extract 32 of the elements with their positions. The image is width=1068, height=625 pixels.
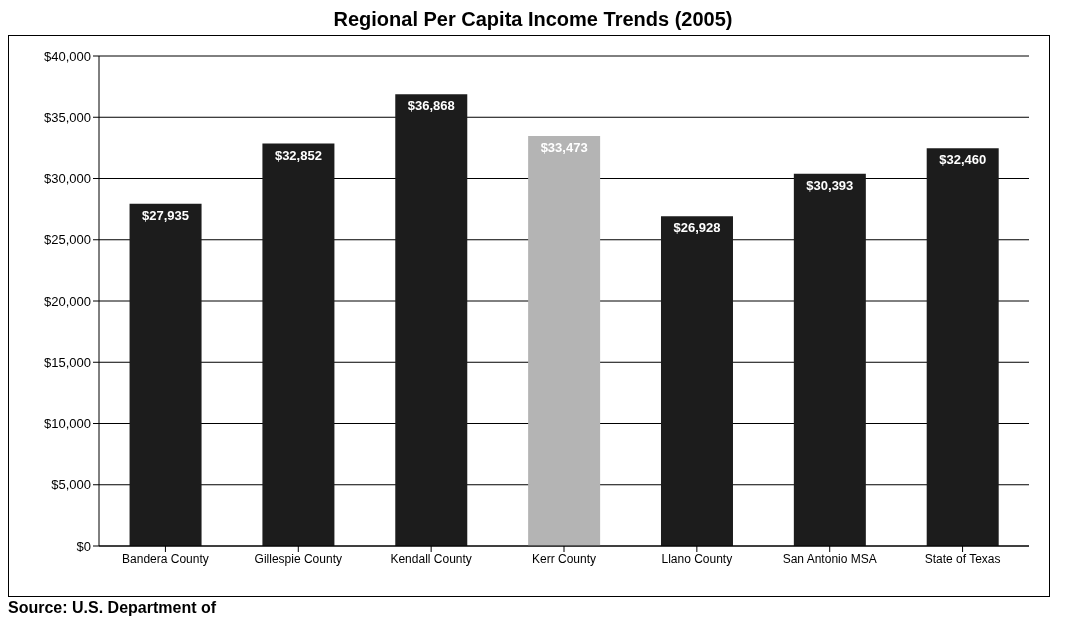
bar bbox=[660, 216, 733, 546]
y-tick-label: $35,000 bbox=[44, 109, 91, 125]
data-label: $26,928 bbox=[673, 220, 721, 236]
x-tick-label: State of Texas bbox=[924, 551, 1001, 566]
x-tick-label: Kendall County bbox=[390, 551, 472, 566]
data-label: $32,852 bbox=[274, 147, 322, 163]
bar bbox=[528, 135, 601, 546]
bar bbox=[262, 143, 335, 546]
x-tick-label: San Antonio MSA bbox=[782, 551, 877, 566]
y-tick-label: $0 bbox=[76, 538, 91, 554]
y-tick-label: $40,000 bbox=[44, 48, 91, 64]
data-label: $33,473 bbox=[540, 139, 588, 155]
data-label: $36,868 bbox=[407, 98, 455, 114]
y-tick-label: $30,000 bbox=[44, 171, 91, 187]
data-label: $30,393 bbox=[806, 177, 854, 193]
y-tick-label: $5,000 bbox=[51, 477, 91, 493]
data-label: $27,935 bbox=[142, 207, 190, 223]
x-tick-label: Gillespie County bbox=[254, 551, 342, 566]
y-tick-label: $20,000 bbox=[44, 293, 91, 309]
bar bbox=[793, 173, 866, 546]
y-tick-label: $10,000 bbox=[44, 416, 91, 432]
y-tick-label: $15,000 bbox=[44, 354, 91, 370]
y-tick-label: $25,000 bbox=[44, 232, 91, 248]
x-tick-label: Bandera County bbox=[122, 551, 209, 566]
data-label: $32,460 bbox=[939, 152, 987, 168]
x-tick-label: Kerr County bbox=[531, 551, 597, 566]
chart-title: Regional Per Capita Income Trends (2005) bbox=[332, 8, 734, 31]
bar bbox=[926, 148, 999, 546]
bar bbox=[129, 203, 202, 546]
source-note: Source: U.S. Department of bbox=[8, 599, 218, 617]
bar bbox=[395, 94, 468, 546]
x-tick-label: Llano County bbox=[661, 551, 733, 566]
